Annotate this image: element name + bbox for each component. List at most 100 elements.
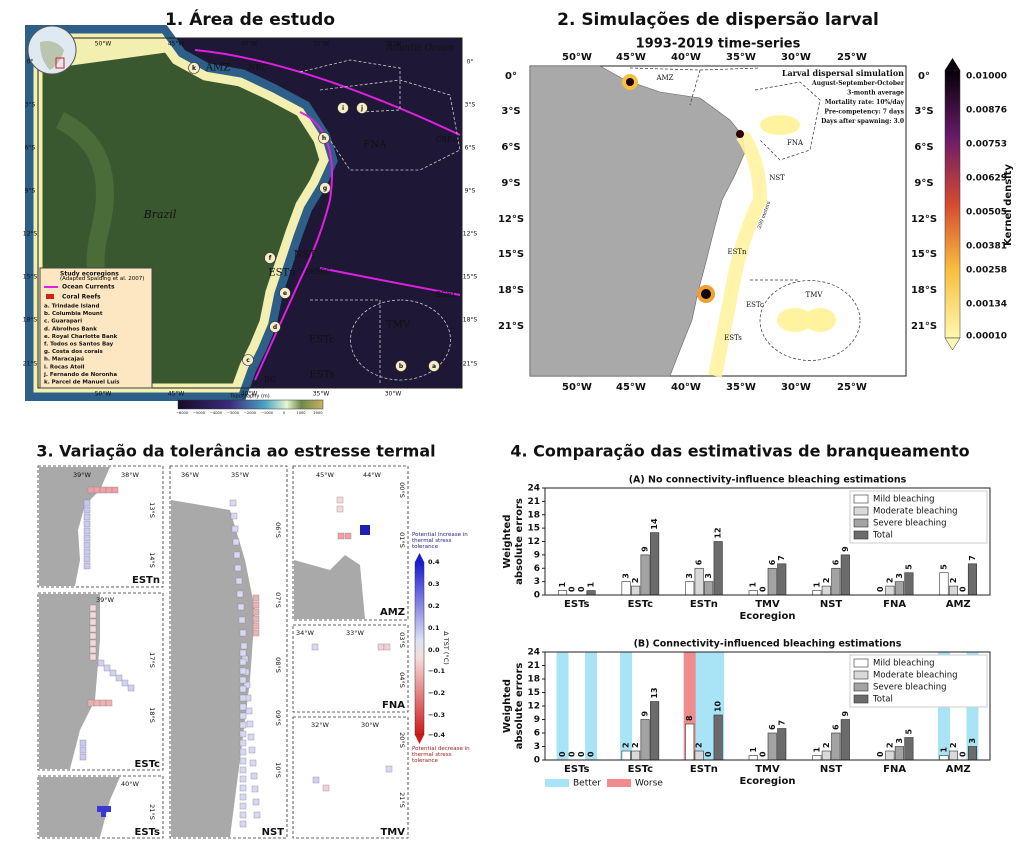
ecoregion-borders [629,67,861,361]
tst-colorbar [414,561,425,736]
grid-cell [245,707,253,715]
grid-cell [239,739,247,747]
bar [586,590,596,596]
grid-cell [89,611,97,619]
x-tick-label: AMZ [946,764,971,775]
lat-label: 0° [505,71,517,82]
grid-cell [83,520,91,528]
ecoregion-borders [299,59,461,385]
value-label: 1 [812,582,821,588]
grid-cell [239,685,247,693]
grid-cell [97,806,111,812]
site-marker [269,321,281,333]
colorbar-tick: −0.2 [428,689,445,697]
site-label: c [246,357,250,364]
legend-box [849,490,988,544]
panel-title: 2. Simulações de dispersão larval [557,10,879,30]
subpanel-label: NST [262,827,285,838]
colorbar-cap [415,553,424,562]
lon-label: 25°W [837,52,867,63]
bar [885,585,895,596]
site-label: b [399,363,404,370]
site-marker [356,102,368,114]
lat-label: 6°S [465,145,476,152]
dispersal-hotspot [626,78,634,86]
lon-label: 45°W [616,382,646,393]
grid-cell [89,604,97,612]
axis-label: 14°S [148,552,156,568]
lon-label: 40°W [671,52,701,63]
value-label: 0 [958,751,967,757]
axis-label: 03°S [398,632,406,648]
axis-label: 01°S [398,532,406,548]
map-frame [37,37,463,389]
annotation: Pre-competency: 7 days [824,109,904,116]
grid-cell [239,629,247,637]
colorbar-cap [415,735,424,744]
grid-cell [97,659,105,667]
grid-cell [235,577,243,585]
legend-label: Ocean Currents [62,284,115,291]
lat-label: 21°S [911,321,937,332]
x-tick-label: ESTs [564,764,590,775]
bar [694,750,704,761]
land [39,467,110,586]
shade [556,652,569,760]
axes-frame [544,487,991,596]
colorbar-tick: 0.00629 [966,174,1007,184]
lat-label: 21°S [498,321,524,332]
currents [194,49,461,381]
legend-label: Mild bleaching [873,495,935,505]
site-label: h [322,135,326,142]
axis-label: 06°S [274,522,282,538]
site-marker [395,360,407,372]
colorbar-label: Δ TST (°C) [442,631,450,665]
grid-cell [105,699,113,707]
lat-label: 12°S [463,231,478,238]
grid-cell [239,784,247,792]
dispersal-hotspot [736,130,744,138]
lon-label: 50°W [95,41,112,48]
lon-label: 30°W [781,382,811,393]
lon-label: 40°W [241,391,258,398]
subpanel-label: ESTn [132,575,160,586]
grid-cell [311,643,319,651]
value-label: 3 [895,738,904,744]
axis-label: 00°S [398,482,406,498]
lat-label: 21°S [463,361,478,368]
grid-cell [252,594,260,602]
topography-colorbar [177,399,324,410]
dispersal-hotspot [701,289,711,299]
legend-site: i. Rocas Atoll [44,364,85,370]
x-tick-label: NST [820,764,843,775]
bar [685,581,695,596]
lat-label: 18°S [463,317,478,324]
grid-cell [232,538,240,546]
legend-label: Moderate bleaching [873,507,958,517]
grid-cell [239,676,247,684]
map-label: BC [264,375,276,384]
value-label: 8 [685,715,694,721]
value-label: 6 [831,559,840,565]
value-label: 0 [568,751,577,757]
value-label: 9 [841,711,850,717]
grid-cell [239,721,247,729]
grid-cell [239,703,247,711]
lat-label: 12°S [23,231,38,238]
value-label: 7 [777,555,786,561]
colorbar-tick: −0.4 [428,731,445,739]
legend-title: Study ecoregions [60,271,119,278]
lat-label: 9°S [501,178,520,189]
bar [904,572,914,596]
colorbar-tick: 0.00505 [966,208,1007,218]
legend-site: a. Trindade Island [44,304,99,310]
grid-cell [239,649,247,657]
y-tick-label: 18 [527,510,540,520]
grid-cell [251,785,259,793]
colorbar-tick: 0.0 [428,646,440,654]
grid-cell [252,615,260,623]
grid-cell [312,776,320,784]
bar [748,590,758,596]
lat-label: 18°S [498,285,524,296]
